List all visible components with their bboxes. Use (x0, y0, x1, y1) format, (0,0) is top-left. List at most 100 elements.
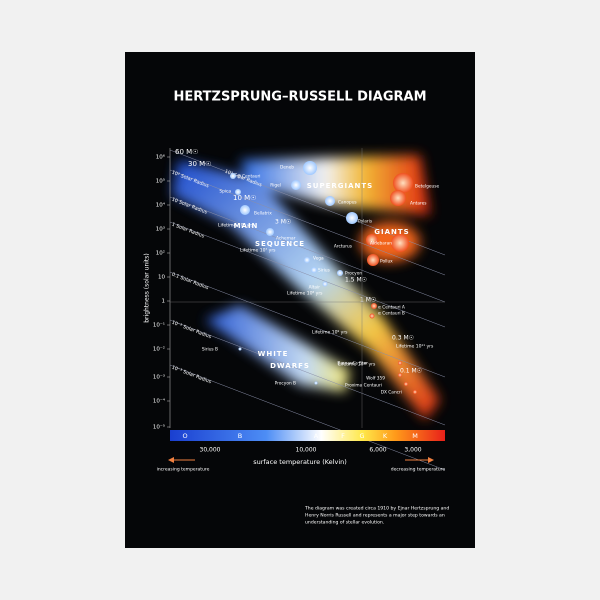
y-tick-label: 10⁻¹ (153, 322, 165, 329)
radius-line (169, 221, 446, 328)
star-label: DX Cancri (381, 390, 402, 396)
note-line: The diagram was created circa 1910 by Ej… (304, 506, 449, 512)
radius-line (169, 364, 446, 471)
spectral-class: A (314, 432, 319, 440)
spectral-class: F (341, 432, 345, 440)
radius-line (169, 271, 446, 378)
radius-line (169, 196, 446, 303)
star-label: Vega (313, 256, 324, 262)
star-label: Aldebaran (370, 241, 392, 247)
note-line: Henry Norris Russell and represents a ma… (305, 513, 445, 519)
star (304, 257, 310, 263)
lifetime-label: Lifetime 10¹⁰ yrs (338, 362, 376, 368)
star (314, 381, 318, 385)
y-axis-label: brightness (solar units) (144, 253, 151, 323)
lifetime-label: Lifetime 10¹¹ yrs (396, 344, 434, 350)
star-label: Achernar (276, 236, 296, 242)
region-label: GIANTS (374, 228, 409, 236)
star (311, 267, 317, 273)
right-note: decreasing temperature (391, 467, 446, 473)
star-label: Sirius B (202, 347, 218, 353)
star-label: Polaris (358, 219, 373, 225)
star-label: Rigel (270, 183, 281, 189)
star-regions (172, 155, 440, 420)
star (398, 373, 402, 377)
star-label: Spica (219, 189, 231, 195)
star-label: Wolf 359 (366, 376, 385, 382)
star (398, 361, 402, 365)
radius-line (169, 169, 446, 276)
star-label: Antares (410, 201, 427, 207)
star (325, 196, 335, 206)
mass-label: 3 M☉ (275, 219, 291, 226)
star-label: Sirius (318, 268, 331, 274)
star (291, 180, 301, 190)
star (235, 189, 241, 195)
star (367, 254, 379, 266)
star-label: Canopus (338, 200, 357, 206)
mass-label: 60 M☉ (175, 148, 198, 156)
y-tick-label: 10⁶ (156, 154, 166, 161)
star (393, 173, 413, 193)
x-tick-label: 30,000 (200, 447, 221, 454)
star-label: α Centauri A (378, 305, 405, 311)
star-label: Deneb (280, 165, 294, 171)
star (266, 228, 274, 236)
star (390, 190, 406, 206)
spectral-class: B (238, 432, 242, 440)
lifetime-label: Lifetime 10⁸ yrs (287, 291, 323, 297)
star (369, 313, 375, 319)
region-label: SEQUENCE (255, 240, 305, 248)
mass-label: 1 M☉ (360, 297, 376, 304)
star-label: Barnard's Star (337, 361, 368, 367)
star (404, 382, 408, 386)
region-label: SUPERGIANTS (307, 182, 373, 190)
star (413, 390, 417, 394)
region-label: WHITE (258, 350, 289, 358)
star (230, 173, 236, 179)
mass-label: 0.3 M☉ (392, 335, 414, 342)
y-tick-label: 10⁴ (156, 202, 166, 209)
region-label: MAIN (234, 222, 259, 230)
y-tick-label: 10 (158, 275, 165, 281)
star-label: Bellatrix (254, 211, 272, 217)
lifetime-label: Lifetime 10⁷ yrs (240, 248, 276, 254)
x-tick-label: 6,000 (369, 447, 386, 454)
spectral-bar (170, 430, 445, 441)
mass-label: 1.5 M☉ (345, 277, 367, 284)
y-tick-label: 10⁵ (156, 178, 165, 185)
spectral-class: M (412, 432, 418, 440)
region-label: DWARFS (270, 362, 310, 370)
star (391, 234, 409, 252)
left-note: increasing temperature (157, 467, 210, 473)
y-tick-label: 1 (162, 299, 166, 305)
note-line: understanding of stellar evolution. (305, 520, 384, 526)
star (337, 270, 343, 276)
y-tick-label: 10² (156, 250, 165, 257)
star-label: Altair (309, 285, 321, 291)
y-tick-label: 10³ (156, 226, 165, 233)
lifetime-label: Lifetime 10⁶ yrs (218, 223, 254, 229)
star-label: Pollux (380, 259, 393, 265)
y-tick-label: 10⁻⁴ (153, 398, 166, 405)
spectral-class: O (182, 432, 187, 440)
x-tick-label: 3,000 (404, 447, 421, 454)
star-label: Arcturus (334, 244, 353, 250)
star (371, 303, 377, 309)
poster (125, 52, 475, 548)
y-tick-label: 10⁻² (153, 346, 165, 353)
spectral-class: K (383, 432, 388, 440)
star (346, 212, 358, 224)
star-label: Proxima Centauri (345, 383, 382, 389)
mass-label: 0.1 M☉ (400, 368, 422, 375)
lifetime-label: Lifetime 10⁹ yrs (312, 330, 348, 336)
spectral-class: G (359, 432, 364, 440)
y-tick-label: 10⁻³ (153, 374, 165, 381)
star (366, 234, 378, 246)
star-label: β Centauri (238, 174, 260, 180)
star (303, 161, 317, 175)
star-label: α Centauri B (378, 311, 405, 317)
mass-label: 10 M☉ (233, 194, 256, 202)
y-tick-label: 10⁻⁵ (153, 424, 165, 431)
